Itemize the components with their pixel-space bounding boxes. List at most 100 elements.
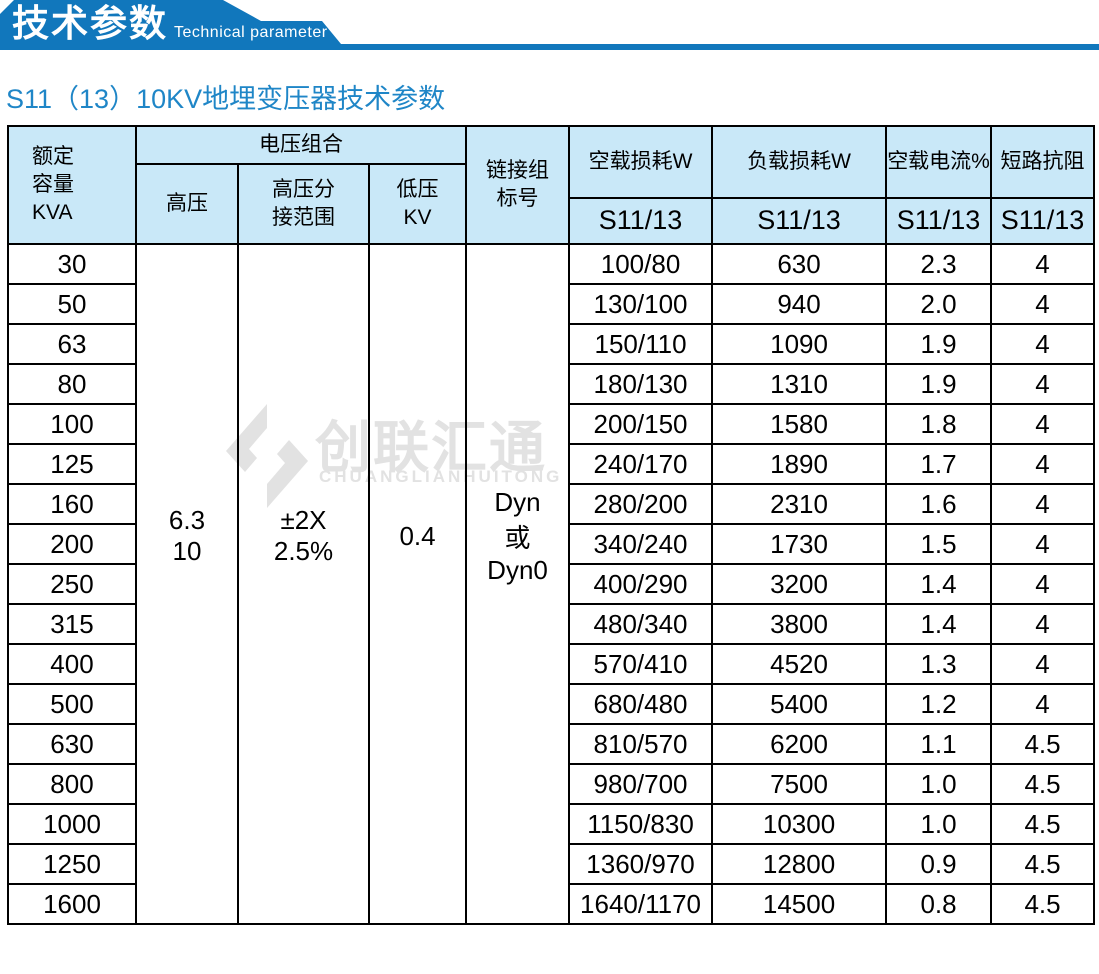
header-model-load-loss: S11/13 [711, 197, 888, 245]
cell-load-loss: 630 [711, 243, 888, 285]
table-row: 250 400/290 3200 1.4 4 [7, 563, 1096, 605]
header-no-load-current: 空载电流% [885, 125, 993, 199]
table-body: 30 6.3 10 ±2X 2.5% 0.4 Dyn 或 Dyn0 100/80… [7, 243, 1096, 925]
cell-high-voltage: 6.3 10 [135, 243, 239, 925]
table-wrapper: 创联汇通 CHUANGLIANHUITONG 额定 容量 KVA 电压组合 链接… [7, 125, 1096, 925]
cell-capacity: 630 [7, 723, 137, 765]
parameters-table: 额定 容量 KVA 电压组合 链接组 标号 空载损耗W 负载损耗W 空载电流% … [7, 125, 1096, 925]
cell-load-loss: 3200 [711, 563, 888, 605]
cell-capacity: 200 [7, 523, 137, 565]
cell-no-load-loss: 400/290 [568, 563, 714, 605]
cell-load-loss: 6200 [711, 723, 888, 765]
table-row: 125 240/170 1890 1.7 4 [7, 443, 1096, 485]
table-row: 1250 1360/970 12800 0.9 4.5 [7, 843, 1096, 885]
banner-title: 技术参数 [12, 3, 168, 44]
cell-capacity: 500 [7, 683, 137, 725]
cell-impedance: 4.5 [990, 843, 1096, 885]
cell-no-load-loss: 150/110 [568, 323, 714, 365]
cell-no-load-loss: 200/150 [568, 403, 714, 445]
cell-load-loss: 7500 [711, 763, 888, 805]
table-row: 80 180/130 1310 1.9 4 [7, 363, 1096, 405]
cell-load-loss: 1090 [711, 323, 888, 365]
cell-impedance: 4 [990, 483, 1096, 525]
table-row: 160 280/200 2310 1.6 4 [7, 483, 1096, 525]
cell-no-load-current: 1.5 [885, 523, 993, 565]
cell-no-load-loss: 1360/970 [568, 843, 714, 885]
cell-impedance: 4 [990, 363, 1096, 405]
cell-load-loss: 1730 [711, 523, 888, 565]
cell-no-load-loss: 1150/830 [568, 803, 714, 845]
cell-impedance: 4.5 [990, 883, 1096, 925]
cell-no-load-loss: 1640/1170 [568, 883, 714, 925]
cell-capacity: 400 [7, 643, 137, 685]
cell-no-load-current: 2.3 [885, 243, 993, 285]
cell-load-loss: 12800 [711, 843, 888, 885]
table-row: 800 980/700 7500 1.0 4.5 [7, 763, 1096, 805]
cell-no-load-current: 1.8 [885, 403, 993, 445]
cell-impedance: 4 [990, 523, 1096, 565]
cell-no-load-current: 0.8 [885, 883, 993, 925]
header-tap-range: 高压分 接范围 [237, 163, 370, 245]
header-model-no-load-loss: S11/13 [568, 197, 714, 245]
cell-impedance: 4 [990, 603, 1096, 645]
cell-no-load-current: 1.9 [885, 363, 993, 405]
cell-load-loss: 14500 [711, 883, 888, 925]
cell-capacity: 1600 [7, 883, 137, 925]
cell-capacity: 100 [7, 403, 137, 445]
cell-no-load-loss: 280/200 [568, 483, 714, 525]
cell-capacity: 30 [7, 243, 137, 285]
cell-impedance: 4 [990, 683, 1096, 725]
header-vector-group: 链接组 标号 [465, 125, 571, 245]
cell-no-load-current: 1.0 [885, 803, 993, 845]
cell-no-load-current: 1.0 [885, 763, 993, 805]
cell-capacity: 125 [7, 443, 137, 485]
cell-no-load-current: 1.4 [885, 563, 993, 605]
page-title: S11（13）10KV地埋变压器技术参数 [6, 84, 446, 114]
table-row: 30 6.3 10 ±2X 2.5% 0.4 Dyn 或 Dyn0 100/80… [7, 243, 1096, 925]
cell-no-load-loss: 480/340 [568, 603, 714, 645]
table-header: 额定 容量 KVA 电压组合 链接组 标号 空载损耗W 负载损耗W 空载电流% … [7, 125, 1096, 245]
cell-no-load-loss: 680/480 [568, 683, 714, 725]
cell-capacity: 63 [7, 323, 137, 365]
table-row: 200 340/240 1730 1.5 4 [7, 523, 1096, 565]
cell-no-load-loss: 340/240 [568, 523, 714, 565]
cell-no-load-current: 1.7 [885, 443, 993, 485]
table-row: 1000 1150/830 10300 1.0 4.5 [7, 803, 1096, 845]
banner-ribbon-shape [0, 0, 1099, 50]
cell-load-loss: 4520 [711, 643, 888, 685]
table-row: 100 200/150 1580 1.8 4 [7, 403, 1096, 445]
cell-load-loss: 3800 [711, 603, 888, 645]
cell-capacity: 800 [7, 763, 137, 805]
cell-no-load-loss: 810/570 [568, 723, 714, 765]
cell-capacity: 160 [7, 483, 137, 525]
header-no-load-loss: 空载损耗W [568, 125, 714, 199]
section-banner: 技术参数 Technical parameter [0, 0, 1099, 50]
cell-no-load-current: 0.9 [885, 843, 993, 885]
cell-load-loss: 1890 [711, 443, 888, 485]
cell-impedance: 4 [990, 443, 1096, 485]
cell-no-load-loss: 240/170 [568, 443, 714, 485]
header-model-impedance: S11/13 [990, 197, 1096, 245]
cell-no-load-current: 1.6 [885, 483, 993, 525]
header-load-loss: 负载损耗W [711, 125, 888, 199]
header-high-voltage: 高压 [135, 163, 239, 245]
cell-capacity: 250 [7, 563, 137, 605]
cell-no-load-loss: 980/700 [568, 763, 714, 805]
cell-no-load-current: 1.4 [885, 603, 993, 645]
cell-no-load-current: 2.0 [885, 283, 993, 325]
cell-vector-group: Dyn 或 Dyn0 [465, 243, 571, 925]
table-row: 50 130/100 940 2.0 4 [7, 283, 1096, 325]
cell-impedance: 4 [990, 323, 1096, 365]
cell-capacity: 315 [7, 603, 137, 645]
cell-impedance: 4 [990, 563, 1096, 605]
cell-impedance: 4.5 [990, 803, 1096, 845]
cell-no-load-loss: 130/100 [568, 283, 714, 325]
table-row: 630 810/570 6200 1.1 4.5 [7, 723, 1096, 765]
cell-no-load-current: 1.2 [885, 683, 993, 725]
cell-load-loss: 940 [711, 283, 888, 325]
header-rated-capacity: 额定 容量 KVA [7, 125, 137, 245]
cell-impedance: 4 [990, 643, 1096, 685]
table-row: 63 150/110 1090 1.9 4 [7, 323, 1096, 365]
cell-no-load-loss: 100/80 [568, 243, 714, 285]
cell-capacity: 1000 [7, 803, 137, 845]
